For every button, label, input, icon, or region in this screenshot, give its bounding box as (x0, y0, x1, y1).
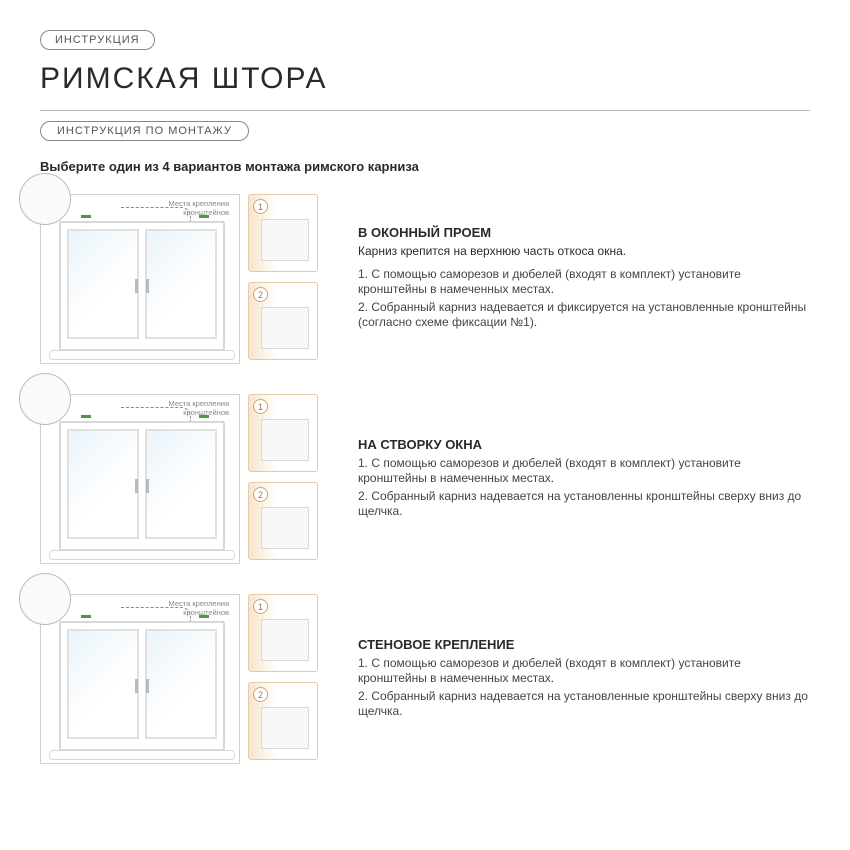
option-step: 1. С помощью саморезов и дюбелей (входят… (358, 456, 810, 486)
step-diagram: 1 (248, 194, 318, 272)
bracket-icon (261, 219, 309, 261)
handle-icon (146, 279, 149, 293)
bracket-icon (261, 619, 309, 661)
option-step: 2. Собранный карниз надевается на устано… (358, 689, 810, 719)
option-title: НА СТВОРКУ ОКНА (358, 437, 810, 452)
bracket-icon (261, 307, 309, 349)
step-diagram: 2 (248, 282, 318, 360)
handle-icon (146, 679, 149, 693)
step-number-badge: 1 (253, 399, 268, 414)
mount-point-icon (81, 615, 91, 618)
step-diagram: 1 (248, 394, 318, 472)
window-diagram: Места креплениякронштейнов (40, 394, 240, 564)
header-pill: ИНСТРУКЦИЯ (40, 30, 155, 50)
option-text: НА СТВОРКУ ОКНА 1. С помощью саморезов и … (358, 437, 810, 522)
diagram-column: Места креплениякронштейнов12 (40, 394, 330, 564)
diagram-column: Места креплениякронштейнов12 (40, 594, 330, 764)
window-pane (145, 229, 217, 339)
options-list: Места креплениякронштейнов12В ОКОННЫЙ ПР… (40, 194, 810, 764)
mount-point-icon (81, 215, 91, 218)
diagram-column: Места креплениякронштейнов12 (40, 194, 330, 364)
option-title: В ОКОННЫЙ ПРОЕМ (358, 225, 810, 240)
option-step: 2. Собранный карниз надевается на устано… (358, 489, 810, 519)
handle-icon (135, 479, 138, 493)
window-pane (67, 429, 139, 539)
window-panes (67, 629, 217, 739)
option-row: Места креплениякронштейнов12СТЕНОВОЕ КРЕ… (40, 594, 810, 764)
page-title: РИМСКАЯ ШТОРА (40, 62, 810, 96)
dotted-arrow-icon (121, 207, 191, 221)
option-step: 1. С помощью саморезов и дюбелей (входят… (358, 656, 810, 686)
dotted-arrow-icon (121, 407, 191, 421)
bracket-icon (261, 707, 309, 749)
bracket-icon (261, 507, 309, 549)
window-pane (67, 629, 139, 739)
step-diagram: 2 (248, 682, 318, 760)
option-step: 1. С помощью саморезов и дюбелей (входят… (358, 267, 810, 297)
dotted-arrow-icon (121, 607, 191, 621)
option-step: 2. Собранный карниз надевается и фиксиру… (358, 300, 810, 330)
bracket-icon (261, 419, 309, 461)
window-pane (145, 429, 217, 539)
mount-point-icon (81, 415, 91, 418)
option-subtitle: Карниз крепится на верхнюю часть откоса … (358, 244, 810, 259)
step-number-badge: 2 (253, 487, 268, 502)
option-text: СТЕНОВОЕ КРЕПЛЕНИЕ 1. С помощью саморезов… (358, 637, 810, 722)
mount-point-icon (199, 215, 209, 218)
step-diagrams: 12 (248, 394, 318, 560)
mount-point-icon (199, 615, 209, 618)
step-number-badge: 1 (253, 599, 268, 614)
detail-circle-icon (19, 173, 71, 225)
option-text: В ОКОННЫЙ ПРОЕМ Карниз крепится на верхню… (358, 225, 810, 333)
window-sill (49, 750, 235, 760)
handle-icon (146, 479, 149, 493)
window-diagram: Места креплениякронштейнов (40, 194, 240, 364)
step-diagrams: 12 (248, 194, 318, 360)
step-number-badge: 2 (253, 287, 268, 302)
step-number-badge: 2 (253, 687, 268, 702)
option-title: СТЕНОВОЕ КРЕПЛЕНИЕ (358, 637, 810, 652)
handle-icon (135, 279, 138, 293)
step-diagram: 1 (248, 594, 318, 672)
window-sill (49, 550, 235, 560)
subtitle-pill: ИНСТРУКЦИЯ ПО МОНТАЖУ (40, 121, 249, 141)
option-row: Места креплениякронштейнов12НА СТВОРКУ О… (40, 394, 810, 564)
window-diagram: Места креплениякронштейнов (40, 594, 240, 764)
page: ИНСТРУКЦИЯ РИМСКАЯ ШТОРА ИНСТРУКЦИЯ ПО М… (40, 30, 810, 764)
step-diagram: 2 (248, 482, 318, 560)
intro-text: Выберите один из 4 вариантов монтажа рим… (40, 159, 810, 174)
mount-point-icon (199, 415, 209, 418)
window-panes (67, 429, 217, 539)
divider (40, 110, 810, 111)
option-row: Места креплениякронштейнов12В ОКОННЫЙ ПР… (40, 194, 810, 364)
window-panes (67, 229, 217, 339)
step-diagrams: 12 (248, 594, 318, 760)
detail-circle-icon (19, 373, 71, 425)
window-pane (145, 629, 217, 739)
window-pane (67, 229, 139, 339)
window-sill (49, 350, 235, 360)
detail-circle-icon (19, 573, 71, 625)
handle-icon (135, 679, 138, 693)
step-number-badge: 1 (253, 199, 268, 214)
